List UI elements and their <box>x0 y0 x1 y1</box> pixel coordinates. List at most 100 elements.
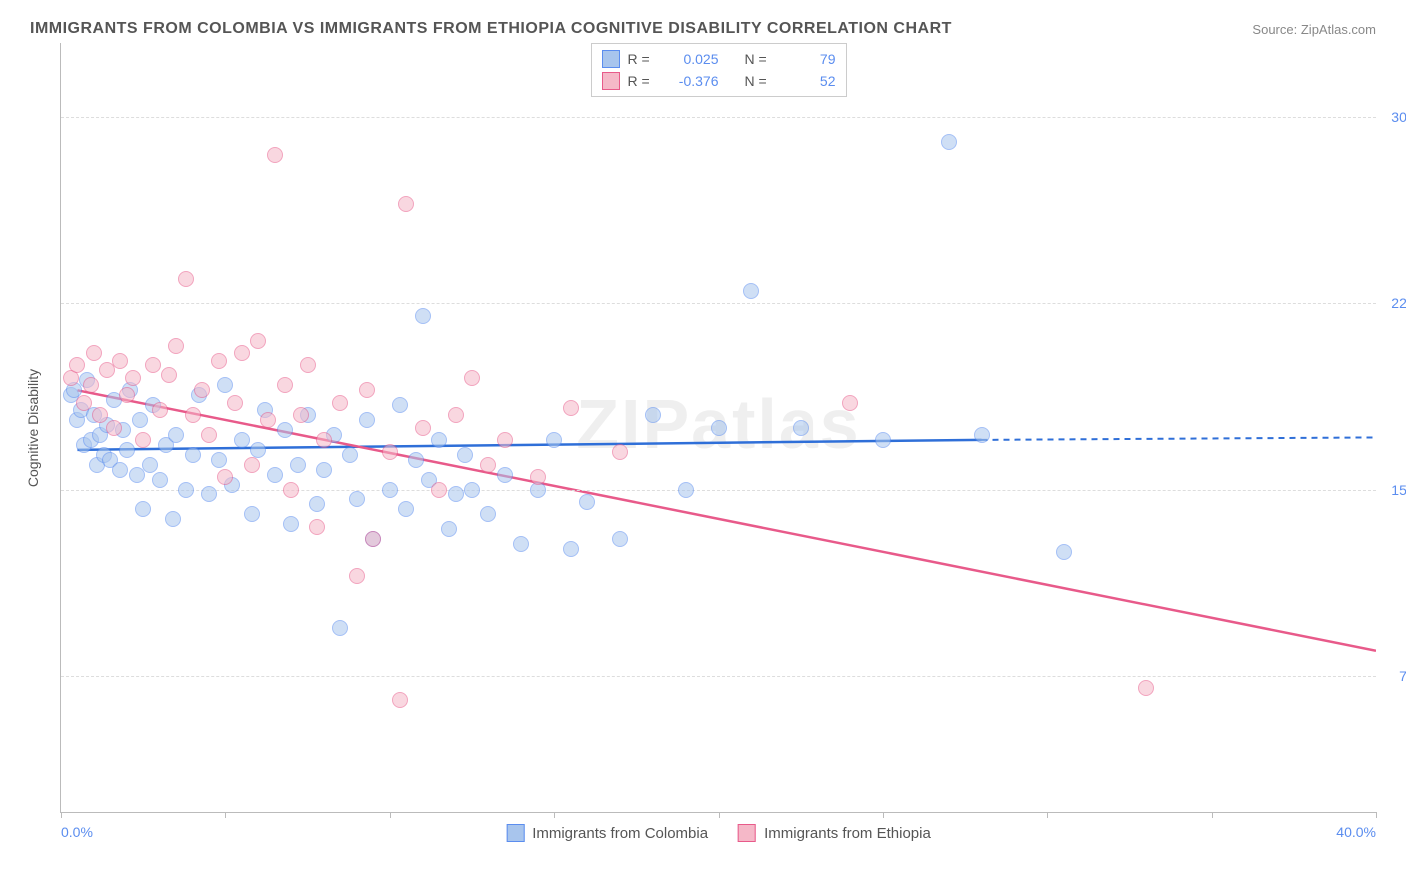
scatter-point <box>211 452 227 468</box>
swatch-ethiopia <box>602 72 620 90</box>
scatter-point <box>563 541 579 557</box>
r-label-1: R = <box>628 73 656 89</box>
scatter-point <box>92 407 108 423</box>
scatter-point <box>290 457 306 473</box>
scatter-point <box>234 432 250 448</box>
scatter-point <box>135 501 151 517</box>
source-label: Source: <box>1252 22 1297 37</box>
source-value: ZipAtlas.com <box>1301 22 1376 37</box>
scatter-point <box>185 447 201 463</box>
scatter-point <box>359 412 375 428</box>
scatter-point <box>283 482 299 498</box>
scatter-point <box>83 377 99 393</box>
scatter-point <box>165 511 181 527</box>
scatter-point <box>300 357 316 373</box>
x-tick <box>61 812 62 818</box>
scatter-point <box>382 482 398 498</box>
scatter-point <box>267 467 283 483</box>
title-row: IMMIGRANTS FROM COLOMBIA VS IMMIGRANTS F… <box>20 20 1386 43</box>
gridline <box>61 303 1376 304</box>
chart-title: IMMIGRANTS FROM COLOMBIA VS IMMIGRANTS F… <box>30 20 952 38</box>
scatter-point <box>365 531 381 547</box>
legend-item-colombia: Immigrants from Colombia <box>506 824 708 842</box>
scatter-point <box>645 407 661 423</box>
scatter-point <box>309 496 325 512</box>
r-value-1: -0.376 <box>664 73 719 89</box>
scatter-point <box>106 420 122 436</box>
scatter-point <box>316 432 332 448</box>
scatter-point <box>612 531 628 547</box>
scatter-point <box>678 482 694 498</box>
scatter-point <box>227 395 243 411</box>
scatter-point <box>579 494 595 510</box>
scatter-point <box>464 482 480 498</box>
scatter-point <box>277 422 293 438</box>
scatter-point <box>711 420 727 436</box>
scatter-point <box>217 469 233 485</box>
scatter-point <box>530 469 546 485</box>
scatter-point <box>563 400 579 416</box>
scatter-point <box>145 357 161 373</box>
scatter-point <box>194 382 210 398</box>
scatter-point <box>185 407 201 423</box>
scatter-point <box>211 353 227 369</box>
scatter-point <box>244 506 260 522</box>
scatter-point <box>250 333 266 349</box>
legend-stats-row-1: R = -0.376 N = 52 <box>602 70 836 92</box>
x-tick <box>1376 812 1377 818</box>
scatter-point <box>69 357 85 373</box>
scatter-point <box>201 486 217 502</box>
scatter-point <box>793 420 809 436</box>
scatter-point <box>332 620 348 636</box>
scatter-point <box>112 462 128 478</box>
scatter-point <box>359 382 375 398</box>
gridline <box>61 117 1376 118</box>
scatter-point <box>142 457 158 473</box>
scatter-point <box>457 447 473 463</box>
swatch-ethiopia-icon <box>738 824 756 842</box>
scatter-point <box>480 457 496 473</box>
scatter-point <box>392 692 408 708</box>
scatter-point <box>408 452 424 468</box>
x-label-max: 40.0% <box>1336 824 1376 840</box>
scatter-point <box>86 345 102 361</box>
scatter-point <box>398 501 414 517</box>
x-tick <box>883 812 884 818</box>
legend-label-1: Immigrants from Ethiopia <box>764 825 931 842</box>
scatter-point <box>349 491 365 507</box>
scatter-point <box>152 472 168 488</box>
scatter-point <box>398 196 414 212</box>
scatter-point <box>513 536 529 552</box>
scatter-point <box>168 427 184 443</box>
scatter-point <box>178 482 194 498</box>
n-label-0: N = <box>745 51 773 67</box>
n-value-1: 52 <box>781 73 836 89</box>
gridline <box>61 490 1376 491</box>
scatter-point <box>250 442 266 458</box>
n-value-0: 79 <box>781 51 836 67</box>
scatter-point <box>267 147 283 163</box>
correlation-chart: IMMIGRANTS FROM COLOMBIA VS IMMIGRANTS F… <box>20 20 1386 872</box>
scatter-point <box>201 427 217 443</box>
y-tick-label: 15.0% <box>1381 482 1406 498</box>
scatter-point <box>260 412 276 428</box>
x-tick <box>225 812 226 818</box>
scatter-point <box>941 134 957 150</box>
legend-bottom: Immigrants from Colombia Immigrants from… <box>506 824 931 842</box>
y-tick-label: 22.5% <box>1381 295 1406 311</box>
scatter-point <box>480 506 496 522</box>
legend-stats: R = 0.025 N = 79 R = -0.376 N = 52 <box>591 43 847 97</box>
scatter-point <box>112 353 128 369</box>
scatter-point <box>1056 544 1072 560</box>
scatter-point <box>415 420 431 436</box>
scatter-point <box>497 432 513 448</box>
scatter-point <box>316 462 332 478</box>
scatter-point <box>974 427 990 443</box>
y-axis-title: Cognitive Disability <box>25 368 41 486</box>
scatter-point <box>277 377 293 393</box>
scatter-point <box>234 345 250 361</box>
scatter-point <box>217 377 233 393</box>
scatter-point <box>448 407 464 423</box>
plot-area: Cognitive Disability ZIPatlas R = 0.025 … <box>60 43 1376 813</box>
x-tick <box>719 812 720 818</box>
